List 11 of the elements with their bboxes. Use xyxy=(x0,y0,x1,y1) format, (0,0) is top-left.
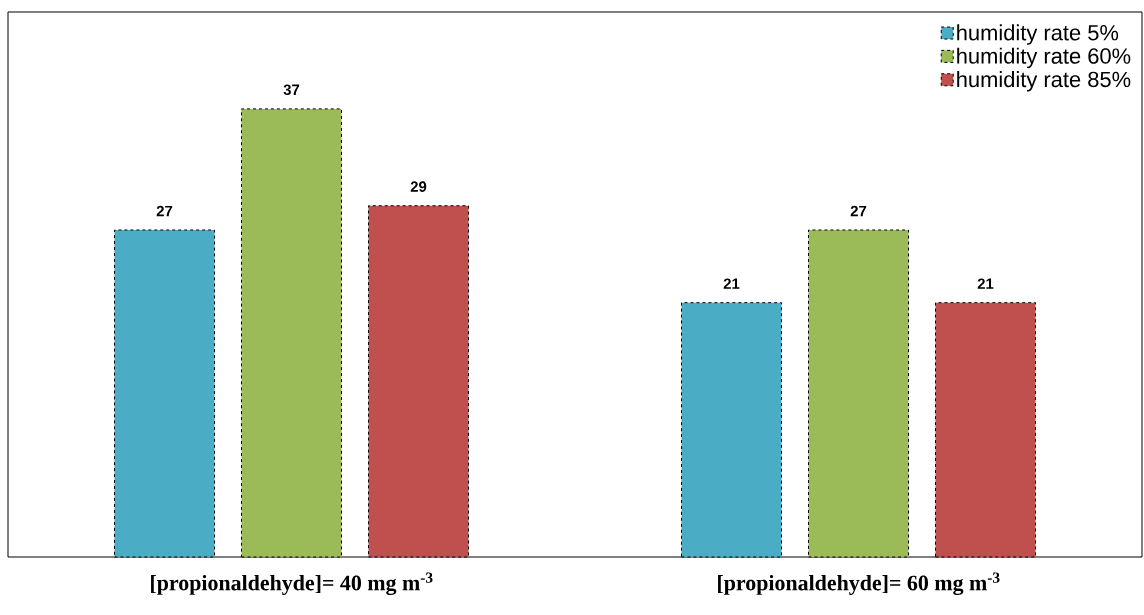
data-label: 37 xyxy=(283,84,300,96)
legend-label: humidity rate 5% xyxy=(957,24,1119,45)
legend-label: humidity rate 60% xyxy=(957,47,1131,69)
legend-label: humidity rate 85% xyxy=(957,71,1131,92)
data-label: 29 xyxy=(410,181,427,192)
data-label: 21 xyxy=(723,278,740,289)
data-label: 27 xyxy=(156,205,173,217)
data-label: 21 xyxy=(977,278,994,289)
x-tick-label: [propionaldehyde]= 60 mg m$^{-3}$ xyxy=(718,572,1000,596)
x-tick-label: [propionaldehyde]= 40 mg m$^{-3}$ xyxy=(151,572,433,596)
data-label: 27 xyxy=(850,205,867,217)
